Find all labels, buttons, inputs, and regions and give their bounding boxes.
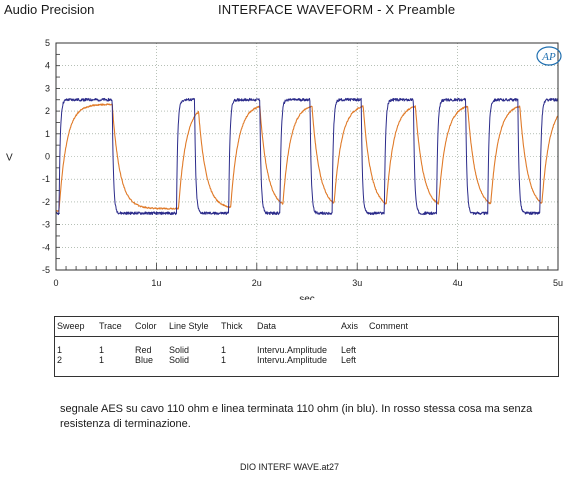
y-tick-label: 4 bbox=[45, 61, 50, 71]
description-note: segnale AES su cavo 110 ohm e linea term… bbox=[60, 403, 533, 430]
x-tick-label: 0 bbox=[53, 278, 58, 288]
table-header-axis: Axis bbox=[341, 321, 359, 331]
chart-title: INTERFACE WAVEFORM - X Preamble bbox=[218, 2, 456, 17]
sweep-table: Sweep Trace Color Line Style Thick Data Axis Co… bbox=[54, 316, 559, 377]
logo-text: AP bbox=[541, 51, 556, 63]
y-tick-label: -3 bbox=[42, 220, 50, 230]
series-line-sweep-1 bbox=[55, 103, 559, 212]
table-header-trace: Trace bbox=[99, 321, 122, 331]
table-cell-sweep: 2 bbox=[57, 355, 63, 365]
x-tick-label: 5u bbox=[553, 278, 563, 288]
table-header-sweep: Sweep bbox=[57, 321, 85, 331]
grid-lines bbox=[55, 42, 559, 271]
table-header-color: Color bbox=[135, 321, 157, 331]
table-cell-axis: Left bbox=[341, 345, 357, 355]
y-tick-label: -5 bbox=[42, 265, 50, 275]
table-header-data: Data bbox=[257, 321, 277, 331]
table-divider bbox=[55, 336, 558, 337]
x-tick-label: 1u bbox=[151, 278, 161, 288]
ap-logo-icon: AP bbox=[536, 46, 562, 66]
table-cell-sweep: 1 bbox=[57, 345, 63, 355]
x-tick-label: 4u bbox=[453, 278, 463, 288]
y-tick-label: -4 bbox=[42, 242, 50, 252]
table-header-line-style: Line Style bbox=[169, 321, 209, 331]
table-cell-trace: 1 bbox=[99, 345, 105, 355]
axis-ticks bbox=[55, 42, 559, 271]
y-tick-label: 2 bbox=[45, 106, 50, 116]
y-tick-label: -2 bbox=[42, 197, 50, 207]
y-tick-label: -1 bbox=[42, 174, 50, 184]
plot-frame bbox=[55, 42, 559, 271]
table-cell-thick: 1 bbox=[221, 345, 227, 355]
y-tick-label: 5 bbox=[45, 38, 50, 48]
table-cell-thick: 1 bbox=[221, 355, 227, 365]
table-cell-trace: 1 bbox=[99, 355, 105, 365]
y-axis-label: V bbox=[6, 153, 13, 164]
table-cell-line-style: Solid bbox=[169, 355, 190, 365]
x-axis-label: sec bbox=[299, 294, 315, 300]
file-name: DIO INTERF WAVE.at27 bbox=[240, 462, 340, 472]
table-header-comment: Comment bbox=[369, 321, 409, 331]
table-cell-color: Blue bbox=[135, 355, 154, 365]
table-cell-axis: Left bbox=[341, 355, 357, 365]
table-cell-data: Intervu.Amplitude bbox=[257, 355, 328, 365]
table-cell-data: Intervu.Amplitude bbox=[257, 345, 328, 355]
table-header-thick: Thick bbox=[221, 321, 243, 331]
y-tick-label: 1 bbox=[45, 129, 50, 139]
app-title: Audio Precision bbox=[4, 2, 95, 17]
y-tick-label: 0 bbox=[45, 152, 50, 162]
series-line-sweep-2 bbox=[55, 97, 559, 216]
x-tick-label: 2u bbox=[252, 278, 262, 288]
table-cell-line-style: Solid bbox=[169, 345, 190, 355]
table-cell-color: Red bbox=[135, 345, 152, 355]
y-tick-label: 3 bbox=[45, 83, 50, 93]
x-tick-label: 3u bbox=[352, 278, 362, 288]
series-layer bbox=[55, 97, 559, 216]
